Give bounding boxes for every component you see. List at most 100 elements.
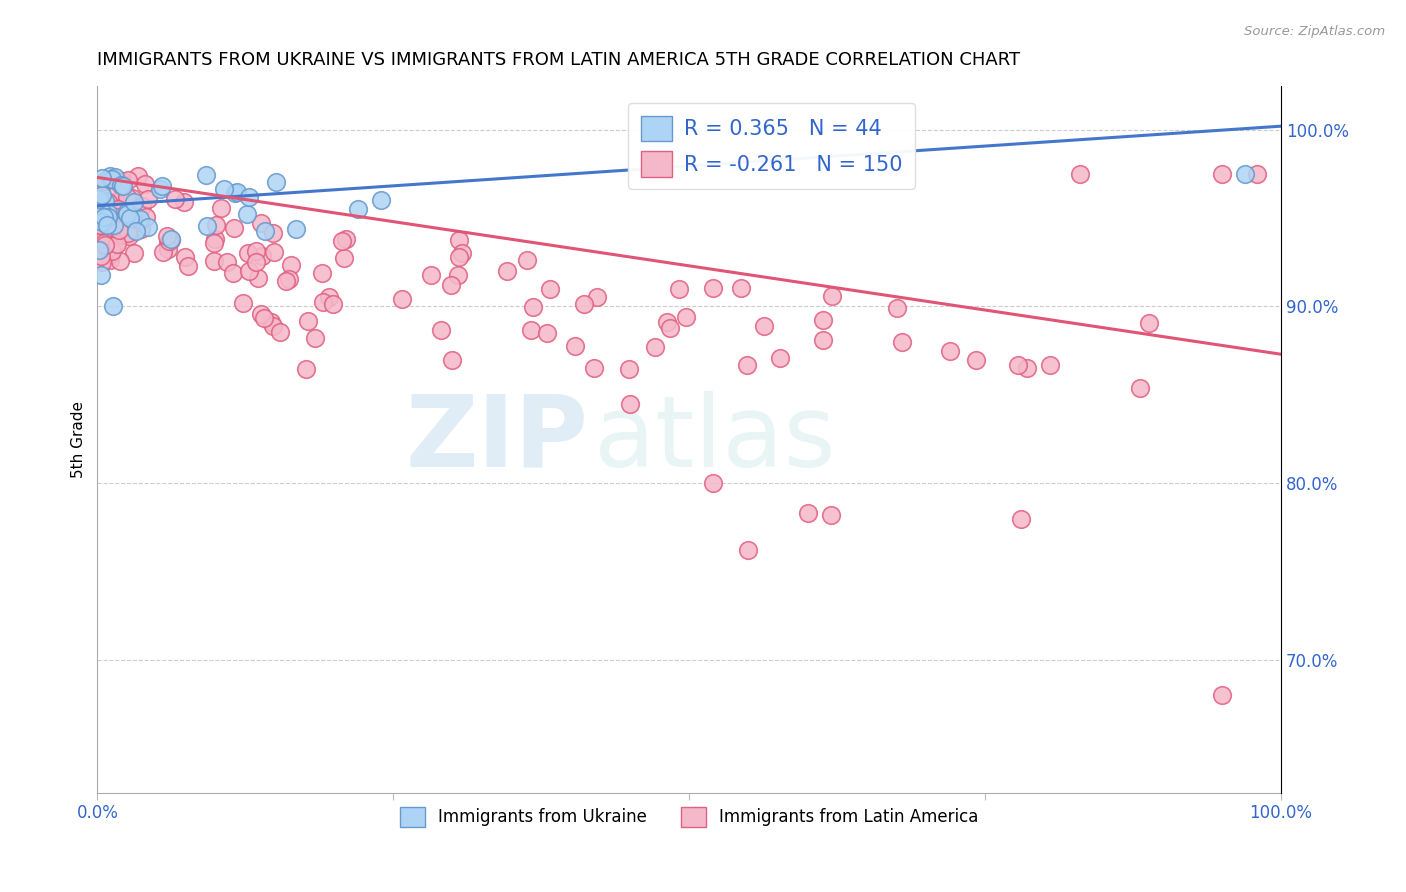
Point bbox=[107, 202, 129, 216]
Point bbox=[98, 169, 121, 183]
Point bbox=[129, 222, 152, 236]
Point bbox=[89, 182, 111, 196]
Point bbox=[134, 177, 156, 191]
Point bbox=[232, 295, 254, 310]
Text: IMMIGRANTS FROM UKRAINE VS IMMIGRANTS FROM LATIN AMERICA 5TH GRADE CORRELATION C: IMMIGRANTS FROM UKRAINE VS IMMIGRANTS FR… bbox=[97, 51, 1021, 69]
Point bbox=[150, 178, 173, 193]
Point bbox=[1007, 358, 1029, 372]
Point bbox=[195, 219, 218, 234]
Point bbox=[249, 307, 271, 321]
Point bbox=[202, 236, 225, 251]
Point bbox=[536, 326, 558, 340]
Point bbox=[516, 252, 538, 267]
Point bbox=[97, 215, 120, 229]
Point bbox=[101, 216, 124, 230]
Point bbox=[429, 323, 451, 337]
Point bbox=[100, 224, 122, 238]
Point bbox=[318, 290, 340, 304]
Point bbox=[304, 330, 326, 344]
Point bbox=[122, 195, 145, 210]
Point bbox=[1010, 511, 1032, 525]
Point bbox=[91, 255, 114, 269]
Point bbox=[118, 229, 141, 244]
Point bbox=[108, 223, 131, 237]
Point bbox=[112, 179, 135, 194]
Point bbox=[97, 194, 120, 209]
Point bbox=[583, 361, 606, 376]
Point bbox=[156, 235, 179, 250]
Point bbox=[111, 174, 134, 188]
Point bbox=[152, 245, 174, 260]
Point bbox=[245, 244, 267, 259]
Point bbox=[1069, 167, 1091, 181]
Point bbox=[1246, 167, 1268, 181]
Point bbox=[735, 358, 758, 372]
Point bbox=[149, 182, 172, 196]
Point bbox=[247, 271, 270, 285]
Text: Source: ZipAtlas.com: Source: ZipAtlas.com bbox=[1244, 25, 1385, 38]
Point bbox=[104, 235, 127, 250]
Point bbox=[96, 226, 118, 240]
Point bbox=[294, 362, 316, 376]
Point bbox=[440, 278, 463, 293]
Point bbox=[224, 220, 246, 235]
Point bbox=[965, 352, 987, 367]
Point bbox=[159, 232, 181, 246]
Point bbox=[1137, 316, 1160, 330]
Point bbox=[619, 362, 641, 376]
Point bbox=[702, 476, 724, 491]
Point bbox=[89, 204, 111, 219]
Point bbox=[110, 178, 132, 192]
Point bbox=[128, 215, 150, 229]
Point bbox=[110, 178, 132, 192]
Point bbox=[297, 314, 319, 328]
Point bbox=[450, 246, 472, 260]
Y-axis label: 5th Grade: 5th Grade bbox=[72, 401, 86, 477]
Point bbox=[938, 343, 960, 358]
Point bbox=[93, 237, 115, 252]
Point bbox=[263, 244, 285, 259]
Point bbox=[215, 255, 238, 269]
Point bbox=[668, 282, 690, 296]
Point bbox=[96, 218, 118, 232]
Point bbox=[127, 169, 149, 183]
Point bbox=[447, 268, 470, 282]
Point bbox=[105, 210, 128, 224]
Point bbox=[449, 251, 471, 265]
Point bbox=[101, 300, 124, 314]
Point bbox=[155, 229, 177, 244]
Point bbox=[100, 246, 122, 260]
Point bbox=[702, 281, 724, 295]
Point bbox=[125, 224, 148, 238]
Point bbox=[202, 253, 225, 268]
Point bbox=[90, 202, 112, 216]
Point bbox=[122, 245, 145, 260]
Point bbox=[274, 274, 297, 288]
Point bbox=[129, 212, 152, 227]
Point bbox=[101, 186, 124, 200]
Point bbox=[209, 201, 232, 215]
Point bbox=[811, 333, 834, 347]
Point bbox=[564, 339, 586, 353]
Point bbox=[820, 508, 842, 522]
Point bbox=[97, 206, 120, 220]
Point bbox=[754, 318, 776, 333]
Point bbox=[262, 226, 284, 240]
Point bbox=[538, 282, 561, 296]
Point bbox=[1128, 381, 1150, 395]
Point bbox=[768, 351, 790, 365]
Point bbox=[91, 218, 114, 232]
Point bbox=[111, 187, 134, 202]
Point bbox=[253, 224, 276, 238]
Point bbox=[280, 258, 302, 272]
Point bbox=[311, 266, 333, 280]
Point bbox=[886, 301, 908, 315]
Point bbox=[121, 191, 143, 205]
Point bbox=[115, 207, 138, 221]
Point bbox=[285, 221, 308, 235]
Point bbox=[236, 206, 259, 220]
Point bbox=[122, 209, 145, 223]
Point bbox=[441, 352, 464, 367]
Point bbox=[574, 296, 596, 310]
Point bbox=[205, 219, 228, 233]
